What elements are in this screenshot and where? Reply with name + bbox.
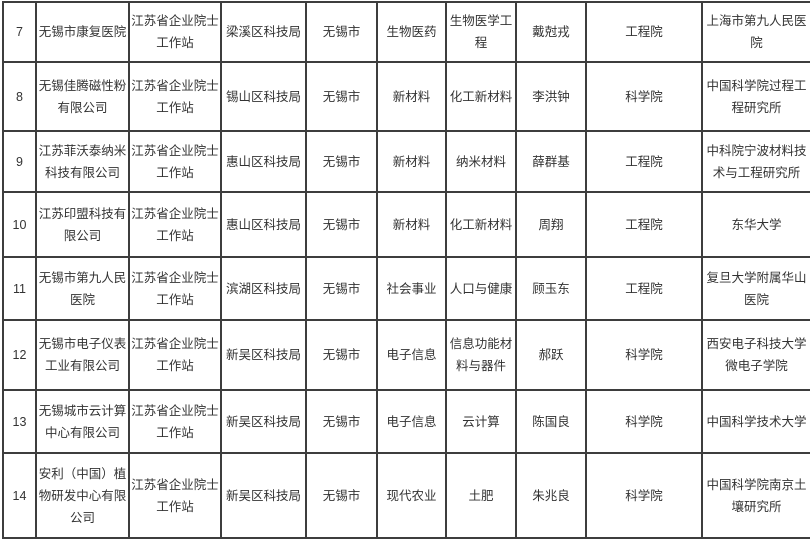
table-row: 7 无锡市康复医院 江苏省企业院士工作站 梁溪区科技局 无锡市 生物医药 生物医学工程 戴尅戎… — [2, 1, 810, 63]
station-type-cell: 江苏省企业院士工作站 — [128, 61, 222, 132]
academician-name-cell: 朱兆良 — [515, 452, 587, 539]
row-number-cell: 13 — [2, 389, 37, 454]
bureau-cell: 梁溪区科技局 — [220, 1, 307, 63]
academy-cell: 科学院 — [585, 61, 703, 132]
city-cell: 无锡市 — [305, 256, 378, 321]
table-row: 13 无锡城市云计算中心有限公司 江苏省企业院士工作站 新吴区科技局 无锡市 电子信息 云计… — [2, 389, 810, 454]
row-number-cell: 7 — [2, 1, 37, 63]
organization-cell: 无锡市电子仪表工业有限公司 — [35, 319, 130, 391]
institution-cell: 中国科学技术大学 — [701, 389, 810, 454]
table-row: 12 无锡市电子仪表工业有限公司 江苏省企业院士工作站 新吴区科技局 无锡市 电子信息 信息… — [2, 319, 810, 391]
row-number-cell: 11 — [2, 256, 37, 321]
subfield-cell: 土肥 — [445, 452, 517, 539]
table-row: 14 安利（中国）植物研发中心有限公司 江苏省企业院士工作站 新吴区科技局 无锡市 现代农… — [2, 452, 810, 539]
academy-cell: 工程院 — [585, 130, 703, 193]
row-number-cell: 8 — [2, 61, 37, 132]
bureau-cell: 锡山区科技局 — [220, 61, 307, 132]
station-type-cell: 江苏省企业院士工作站 — [128, 1, 222, 63]
academician-name-cell: 李洪钟 — [515, 61, 587, 132]
station-type-cell: 江苏省企业院士工作站 — [128, 452, 222, 539]
field-cell: 新材料 — [376, 130, 447, 193]
institution-cell: 复旦大学附属华山医院 — [701, 256, 810, 321]
row-number-cell: 14 — [2, 452, 37, 539]
table-row: 9 江苏菲沃泰纳米科技有限公司 江苏省企业院士工作站 惠山区科技局 无锡市 新材料 纳米材料… — [2, 130, 810, 193]
academy-cell: 工程院 — [585, 191, 703, 258]
subfield-cell: 云计算 — [445, 389, 517, 454]
station-type-cell: 江苏省企业院士工作站 — [128, 130, 222, 193]
organization-cell: 江苏菲沃泰纳米科技有限公司 — [35, 130, 130, 193]
institution-cell: 中国科学院南京土壤研究所 — [701, 452, 810, 539]
bureau-cell: 新吴区科技局 — [220, 389, 307, 454]
academician-name-cell: 陈国良 — [515, 389, 587, 454]
subfield-cell: 生物医学工程 — [445, 1, 517, 63]
organization-cell: 安利（中国）植物研发中心有限公司 — [35, 452, 130, 539]
table-row: 10 江苏印盟科技有限公司 江苏省企业院士工作站 惠山区科技局 无锡市 新材料 化工新材料周… — [2, 191, 810, 258]
field-cell: 现代农业 — [376, 452, 447, 539]
bureau-cell: 惠山区科技局 — [220, 191, 307, 258]
field-cell: 生物医药 — [376, 1, 447, 63]
bureau-cell: 惠山区科技局 — [220, 130, 307, 193]
academy-cell: 工程院 — [585, 1, 703, 63]
academician-name-cell: 戴尅戎 — [515, 1, 587, 63]
city-cell: 无锡市 — [305, 191, 378, 258]
row-number-cell: 12 — [2, 319, 37, 391]
station-type-cell: 江苏省企业院士工作站 — [128, 319, 222, 391]
academician-name-cell: 薛群基 — [515, 130, 587, 193]
academician-name-cell: 郝跃 — [515, 319, 587, 391]
subfield-cell: 化工新材料 — [445, 61, 517, 132]
city-cell: 无锡市 — [305, 319, 378, 391]
city-cell: 无锡市 — [305, 130, 378, 193]
field-cell: 电子信息 — [376, 389, 447, 454]
subfield-cell: 纳米材料 — [445, 130, 517, 193]
field-cell: 电子信息 — [376, 319, 447, 391]
city-cell: 无锡市 — [305, 1, 378, 63]
institution-cell: 上海市第九人民医院 — [701, 1, 810, 63]
institution-cell: 西安电子科技大学微电子学院 — [701, 319, 810, 391]
academy-cell: 科学院 — [585, 389, 703, 454]
organization-cell: 无锡市康复医院 — [35, 1, 130, 63]
city-cell: 无锡市 — [305, 61, 378, 132]
field-cell: 社会事业 — [376, 256, 447, 321]
field-cell: 新材料 — [376, 61, 447, 132]
station-type-cell: 江苏省企业院士工作站 — [128, 389, 222, 454]
organization-cell: 无锡市第九人民医院 — [35, 256, 130, 321]
city-cell: 无锡市 — [305, 389, 378, 454]
academy-cell: 科学院 — [585, 319, 703, 391]
institution-cell: 中国科学院过程工程研究所 — [701, 61, 810, 132]
institution-cell: 中科院宁波材料技术与工程研究所 — [701, 130, 810, 193]
station-type-cell: 江苏省企业院士工作站 — [128, 191, 222, 258]
organization-cell: 无锡佳腾磁性粉有限公司 — [35, 61, 130, 132]
city-cell: 无锡市 — [305, 452, 378, 539]
organization-cell: 江苏印盟科技有限公司 — [35, 191, 130, 258]
subfield-cell: 化工新材料 — [445, 191, 517, 258]
table-row: 8 无锡佳腾磁性粉有限公司 江苏省企业院士工作站 锡山区科技局 无锡市 新材料 化工新材料李… — [2, 61, 810, 132]
row-number-cell: 9 — [2, 130, 37, 193]
academician-name-cell: 顾玉东 — [515, 256, 587, 321]
academician-name-cell: 周翔 — [515, 191, 587, 258]
institution-cell: 东华大学 — [701, 191, 810, 258]
subfield-cell: 人口与健康 — [445, 256, 517, 321]
academy-cell: 科学院 — [585, 452, 703, 539]
bureau-cell: 滨湖区科技局 — [220, 256, 307, 321]
bureau-cell: 新吴区科技局 — [220, 452, 307, 539]
station-type-cell: 江苏省企业院士工作站 — [128, 256, 222, 321]
field-cell: 新材料 — [376, 191, 447, 258]
bureau-cell: 新吴区科技局 — [220, 319, 307, 391]
subfield-cell: 信息功能材料与器件 — [445, 319, 517, 391]
table-row: 11 无锡市第九人民医院 江苏省企业院士工作站 滨湖区科技局 无锡市 社会事业 人口与健康顾… — [2, 256, 810, 321]
organization-cell: 无锡城市云计算中心有限公司 — [35, 389, 130, 454]
academy-cell: 工程院 — [585, 256, 703, 321]
row-number-cell: 10 — [2, 191, 37, 258]
